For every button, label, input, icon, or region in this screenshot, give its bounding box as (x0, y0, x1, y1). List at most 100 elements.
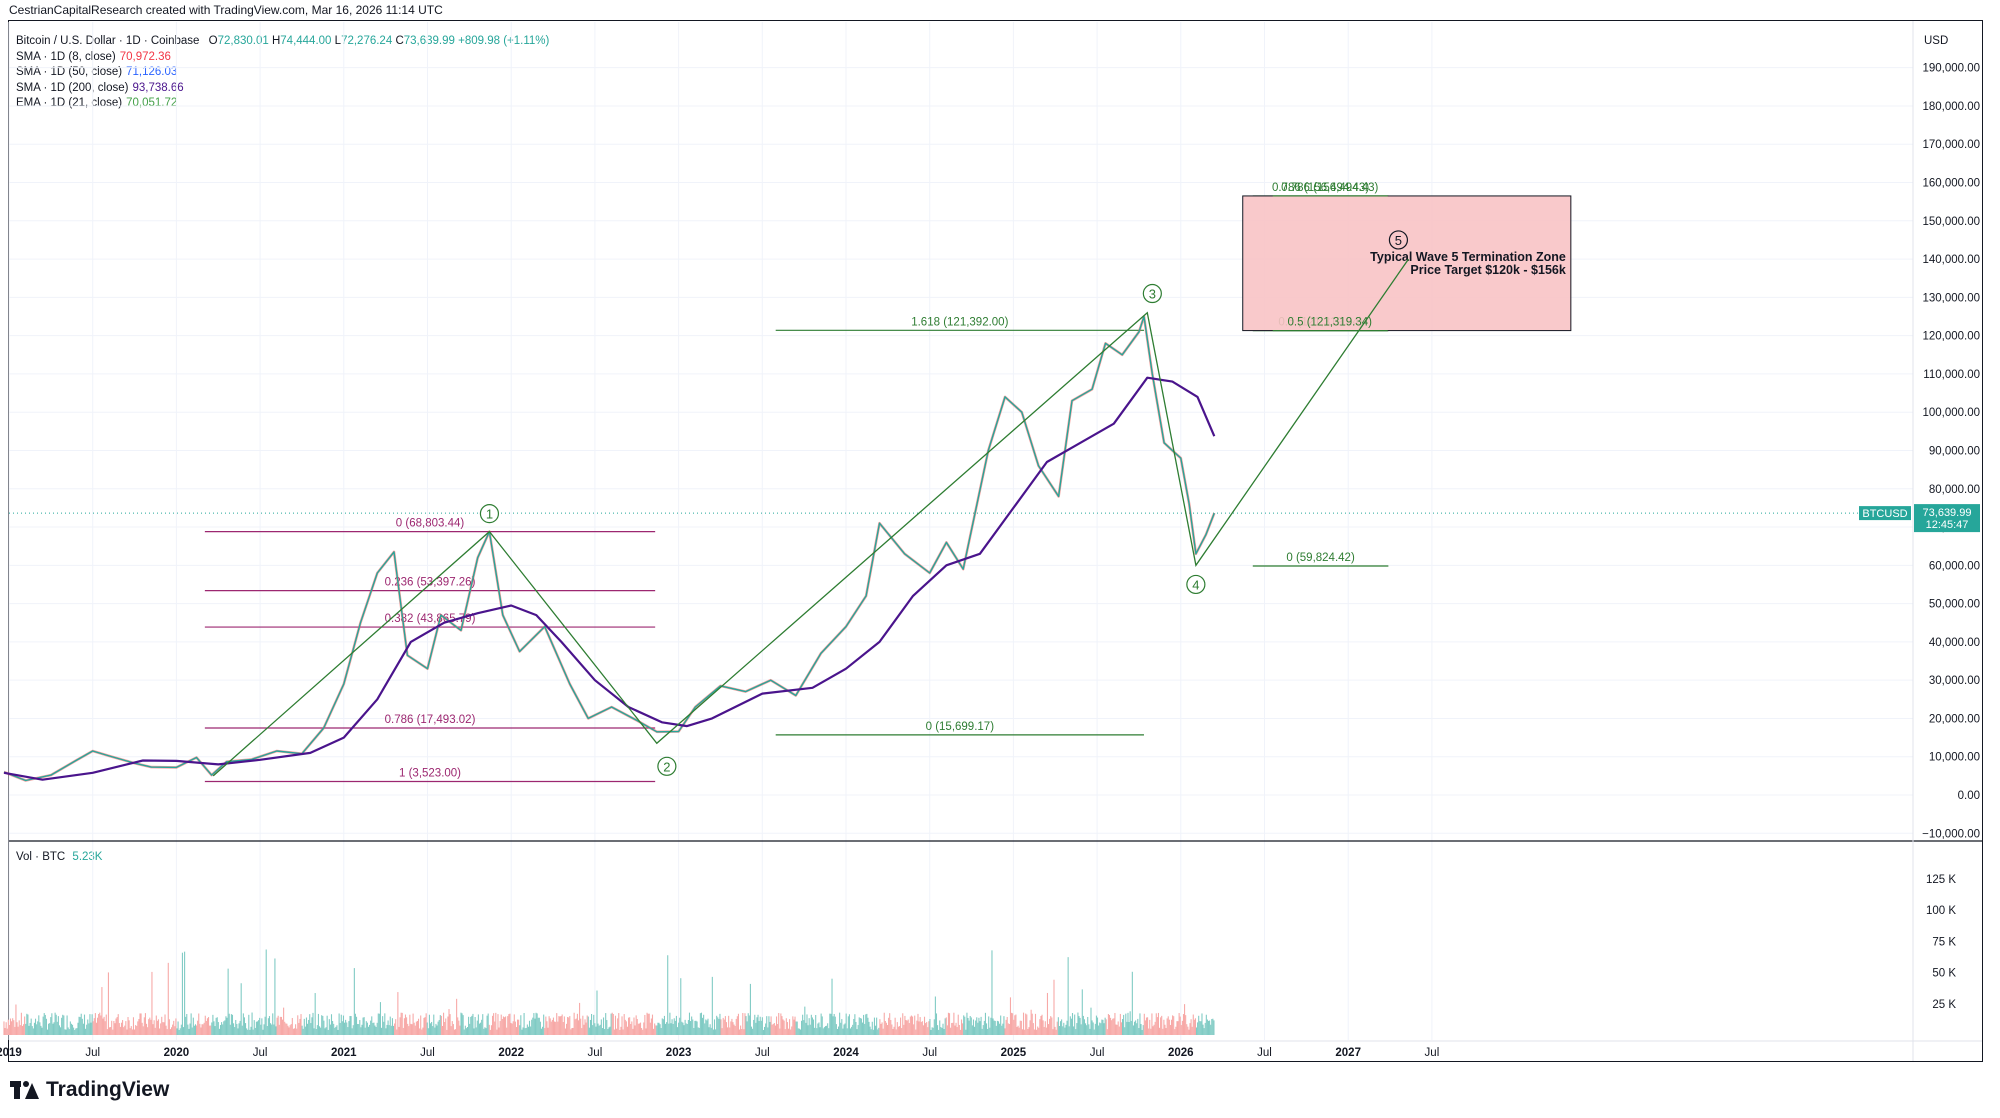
volume-legend[interactable]: Vol · BTC 5.23K (16, 851, 102, 863)
y-tick-label: 160,000.00 (1922, 178, 1980, 190)
symbol-row[interactable]: Bitcoin / U.S. Dollar · 1D · Coinbase O7… (16, 34, 549, 50)
x-tick-label: 2020 (164, 1047, 190, 1059)
ohlc-close-label: C (395, 35, 404, 47)
fib-level-label: 0.5 (121,319.34) (1288, 317, 1373, 329)
symbol-tag-label: BTCUSD (1862, 508, 1907, 520)
wave-label-circle (657, 756, 677, 776)
y-tick-label: 50,000.00 (1929, 599, 1980, 611)
y-tick-label: 170,000.00 (1922, 139, 1980, 151)
x-tick-label: 2025 (1001, 1047, 1027, 1059)
x-tick-label: Jul (420, 1047, 435, 1059)
ohlc-close: 73,639.99 (403, 35, 455, 47)
price-series (3, 315, 1215, 782)
y-tick-label: 180,000.00 (1922, 101, 1980, 113)
y-tick-label: 120,000.00 (1922, 331, 1980, 343)
tradingview-logo: TradingView (10, 1078, 169, 1102)
y-tick-label: 90,000.00 (1929, 445, 1980, 457)
currency-label: USD (1924, 35, 1948, 47)
y-tick-label: −10,000.00 (1922, 828, 1980, 840)
y-tick-label: 30,000.00 (1929, 675, 1980, 687)
elliott-wave-path (212, 258, 1410, 777)
fib-level-label: 0 (59,824.42) (1286, 552, 1355, 564)
wave-label: 3 (1149, 287, 1156, 302)
indicator-value: 70,972.36 (119, 50, 171, 63)
sma200-line (3, 376, 1216, 781)
price-tag-countdown: 12:45:47 (1926, 519, 1969, 531)
x-tick-label: 2022 (498, 1047, 524, 1059)
fib-level-label: 0 (68,803.44) (396, 518, 465, 530)
indicator-label: SMA · 1D (200, close) (16, 81, 129, 94)
y-tick-label: 80,000.00 (1929, 484, 1980, 496)
ohlc-low: 72,276.24 (341, 35, 393, 47)
tradingview-logo-icon (10, 1081, 40, 1099)
x-tick-label: 2027 (1335, 1047, 1361, 1059)
y-tick-label: 40,000.00 (1929, 637, 1980, 649)
indicator-label: SMA · 1D (50, close) (16, 66, 123, 78)
x-tick-label: Jul (253, 1047, 268, 1059)
y-tick-label: 130,000.00 (1922, 292, 1980, 304)
y-tick-label: 190,000.00 (1922, 63, 1980, 75)
ohlc-change: +809.98 (+1.11%) (458, 35, 550, 47)
y-tick-label: 100,000.00 (1922, 407, 1980, 419)
vol-tick-label: 100 K (1926, 905, 1956, 917)
wave-label: 1 (486, 507, 493, 522)
x-tick-label: Jul (1257, 1047, 1272, 1059)
target-zone-title: Typical Wave 5 Termination Zone (1370, 250, 1566, 264)
ohlc-open: 72,830.01 (217, 35, 269, 47)
y-tick-label: 150,000.00 (1922, 216, 1980, 228)
price-tag-value: 73,639.99 (1923, 507, 1972, 519)
ohlc-high: 74,444.00 (280, 35, 332, 47)
ohlc-open-label: O (208, 35, 218, 47)
y-tick-label: 60,000.00 (1929, 560, 1980, 572)
x-tick-label: 2023 (666, 1047, 692, 1059)
wave-label: 2 (663, 759, 670, 774)
indicator-value: 71,126.03 (126, 66, 178, 78)
x-tick-label: 2024 (833, 1047, 859, 1059)
x-tick-label: 2019 (0, 1047, 22, 1059)
indicator-sma50[interactable]: SMA · 1D (50, close) 71,126.03 (16, 65, 549, 81)
volume-label: Vol · BTC (16, 851, 66, 863)
fib-level-label: 0.382 (43,865.79) (385, 613, 476, 625)
symbol-tag (1859, 506, 1911, 521)
y-tick-label: 20,000.00 (1929, 713, 1980, 725)
vol-tick-label: 25 K (1932, 999, 1956, 1011)
indicator-sma8[interactable]: SMA · 1D (8, close) 70,972.36 (16, 50, 549, 66)
fib-level-label: 0.786 (17,493.02) (385, 714, 476, 726)
credit-line: CestrianCapitalResearch created with Tra… (9, 3, 443, 17)
y-tick-label: 0.00 (1958, 790, 1980, 802)
tradingview-wordmark: TradingView (46, 1078, 170, 1101)
y-tick-label: 140,000.00 (1922, 254, 1980, 266)
x-tick-label: Jul (922, 1047, 937, 1059)
vol-tick-label: 125 K (1926, 874, 1956, 886)
price-series-shadow (3, 315, 1216, 782)
x-tick-label: 2026 (1168, 1047, 1194, 1059)
x-tick-label: 2021 (331, 1047, 357, 1059)
fib-level-label: 0.236 (53,397.26) (385, 577, 476, 589)
ohlc-low-label: L (334, 35, 342, 47)
chart-frame (8, 20, 1983, 1062)
x-tick-label: Jul (1425, 1047, 1440, 1059)
wave-label-circle (1388, 230, 1409, 250)
x-tick-label: Jul (85, 1047, 100, 1059)
fib-level-label: 1.618 (121,392.00) (911, 316, 1008, 328)
ohlc-high-label: H (271, 35, 281, 47)
x-tick-label: Jul (1090, 1047, 1105, 1059)
wave-label-circle (479, 504, 500, 524)
price-tag (1914, 504, 1980, 533)
fib-level-label: 0.786 (156,494.43) (1272, 182, 1369, 194)
wave-label-circle (1186, 574, 1206, 595)
volume-value: 5.23K (72, 851, 103, 863)
indicator-sma200[interactable]: SMA · 1D (200, close) 93,738.66 (16, 81, 549, 97)
vol-tick-label: 75 K (1932, 936, 1956, 948)
y-tick-label: 110,000.00 (1923, 369, 1980, 381)
symbol-title[interactable]: Bitcoin / U.S. Dollar · 1D · Coinbase (16, 35, 200, 47)
x-tick-label: Jul (588, 1047, 603, 1059)
indicator-value: 93,738.66 (132, 81, 184, 94)
fib-level-label: 1 (3,523.00) (399, 768, 461, 780)
wave-label: 5 (1395, 233, 1402, 248)
fib-level-label: 0.786 (156,494.43) (1281, 182, 1378, 194)
wave-label-circle (1142, 283, 1162, 304)
target-zone (1242, 195, 1572, 332)
x-tick-label: Jul (755, 1047, 770, 1059)
